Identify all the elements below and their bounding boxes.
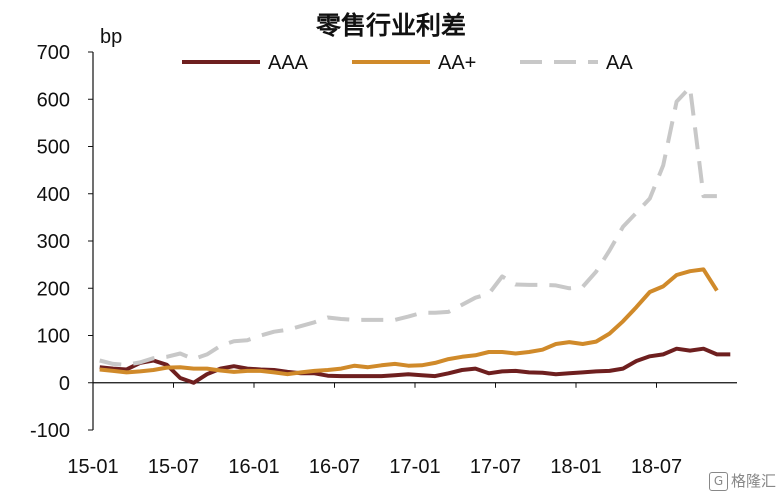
x-tick-label: 16-01	[228, 456, 279, 478]
y-tick-label: 500	[37, 137, 70, 159]
x-tick-label: 18-01	[550, 456, 601, 478]
series-line-aaplus	[99, 267, 719, 377]
y-tick-label: -100	[30, 420, 70, 442]
x-tick-label: 15-01	[67, 456, 118, 478]
watermark-text: 格隆汇	[730, 472, 776, 490]
series-line-aaa	[99, 346, 731, 385]
x-tick-label: 18-07	[631, 456, 682, 478]
y-axis-unit-label: bp	[100, 26, 123, 48]
x-tick-label: 17-01	[389, 456, 440, 478]
tick-labels: -100 0 100 200 300 400 500 600 700 15-01 15-07 16-0…	[30, 42, 682, 478]
legend: AAA AA+ AA	[182, 52, 633, 74]
chart-title: 零售行业利差	[315, 11, 466, 40]
series-lines	[99, 85, 731, 385]
y-tick-label: 300	[37, 231, 70, 253]
legend-label-aa: AA	[606, 52, 633, 74]
y-tick-label: 100	[37, 326, 70, 348]
y-tick-label: 0	[59, 373, 70, 395]
watermark: G 格隆汇	[708, 470, 776, 491]
axes	[88, 51, 737, 431]
x-tick-label: 16-07	[309, 456, 360, 478]
series-line-aa	[99, 85, 717, 367]
x-tick-label: 17-07	[470, 456, 521, 478]
x-tick-label: 15-07	[148, 456, 199, 478]
legend-label-aaplus: AA+	[438, 52, 476, 74]
y-tick-label: 600	[37, 89, 70, 111]
y-tick-label: 400	[37, 184, 70, 206]
legend-label-aaa: AAA	[268, 52, 309, 74]
y-tick-label: 200	[37, 278, 70, 300]
watermark-logo-icon: G	[708, 472, 728, 491]
y-tick-label: 700	[37, 42, 70, 64]
